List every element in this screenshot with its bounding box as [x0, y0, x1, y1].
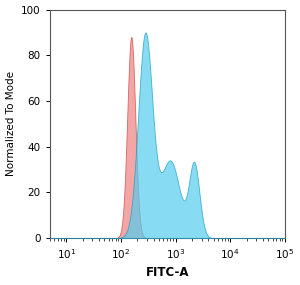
Y-axis label: Normalized To Mode: Normalized To Mode [6, 71, 16, 176]
X-axis label: FITC-A: FITC-A [146, 266, 189, 280]
